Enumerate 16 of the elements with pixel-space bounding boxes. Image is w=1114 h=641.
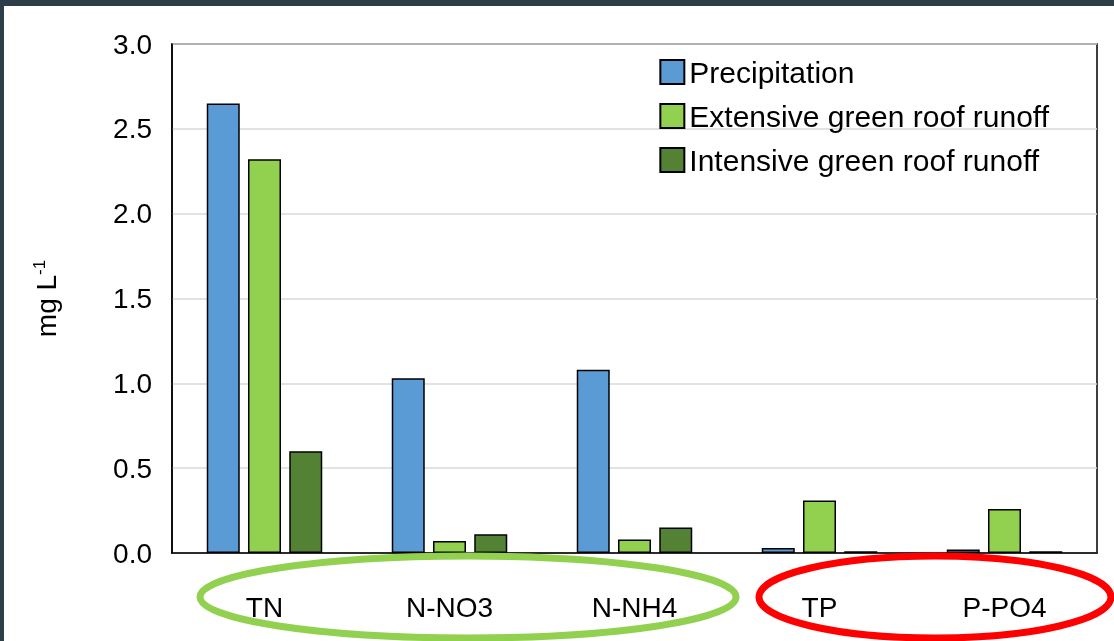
- x-tick-label: P-PO4: [962, 591, 1047, 623]
- x-tick-label: N-NO3: [405, 591, 494, 623]
- y-tick-label: 1.0: [113, 367, 152, 399]
- y-tick-label: 0.0: [113, 537, 152, 569]
- y-axis-title: mg L-1: [30, 259, 62, 338]
- legend-label: Precipitation: [689, 55, 855, 89]
- y-tick-label: 0.5: [113, 452, 152, 484]
- y-tick-label: 3.0: [113, 28, 152, 60]
- legend-label: Extensive green roof runoff: [689, 99, 1050, 133]
- x-tick-label: N-NH4: [591, 591, 678, 623]
- y-tick-label: 2.0: [113, 198, 152, 230]
- x-tick-label: TN: [245, 591, 284, 623]
- legend-label: Intensive green roof runoff: [689, 143, 1040, 177]
- y-tick-label: 1.5: [113, 283, 152, 314]
- y-tick-label: 2.5: [113, 113, 152, 145]
- x-tick-label: TP: [801, 591, 838, 623]
